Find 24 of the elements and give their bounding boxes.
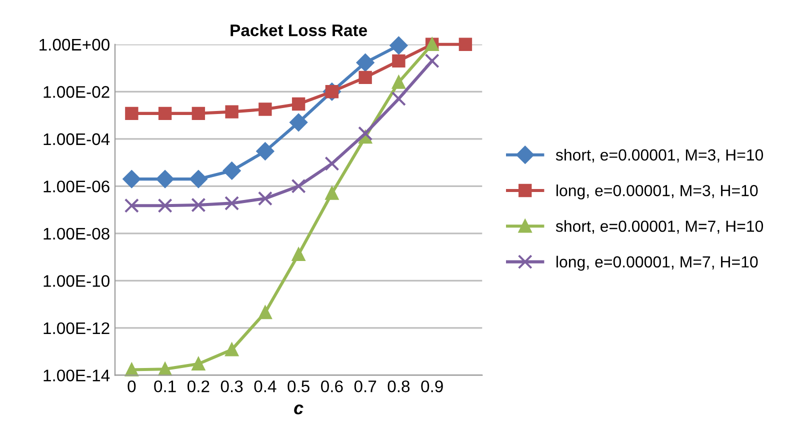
legend-label: short, e=0.00001, M=7, H=10: [556, 220, 764, 234]
y-tick-label: 1.00E-10: [44, 275, 110, 287]
y-tick-label: 1.00E-12: [44, 322, 110, 334]
x-tick-label: 0.2: [188, 380, 210, 392]
x-tick-label: 0.6: [321, 380, 343, 392]
legend-label: long, e=0.00001, M=7, H=10: [556, 256, 758, 271]
y-tick-label: 1.00E-14: [44, 370, 110, 382]
y-tick-label: 1.00E-02: [44, 86, 110, 98]
y-tick-label: 1.00E+00: [40, 38, 110, 51]
x-tick-label: 0.3: [220, 380, 243, 392]
legend-label: short, e=0.00001, M=3, H=10: [556, 148, 764, 162]
x-tick-label: 0: [128, 380, 136, 392]
x-tick-label: 0.8: [388, 380, 410, 392]
y-tick-label: 1.00E-06: [44, 180, 110, 192]
y-tick-label: 1.00E-04: [44, 133, 110, 146]
x-tick-label: 0.7: [354, 380, 376, 392]
x-tick-label: 0.4: [254, 380, 276, 392]
y-tick-label: 1.00E-08: [44, 228, 110, 240]
chart-title: Packet Loss Rate: [230, 24, 368, 36]
legend-label: long, e=0.00001, M=3, H=10: [556, 184, 758, 200]
x-axis-title: c: [294, 404, 304, 414]
x-tick-label: 0.9: [421, 380, 443, 392]
x-tick-label: 0.5: [288, 380, 310, 392]
x-tick-label: 0.1: [154, 380, 176, 392]
